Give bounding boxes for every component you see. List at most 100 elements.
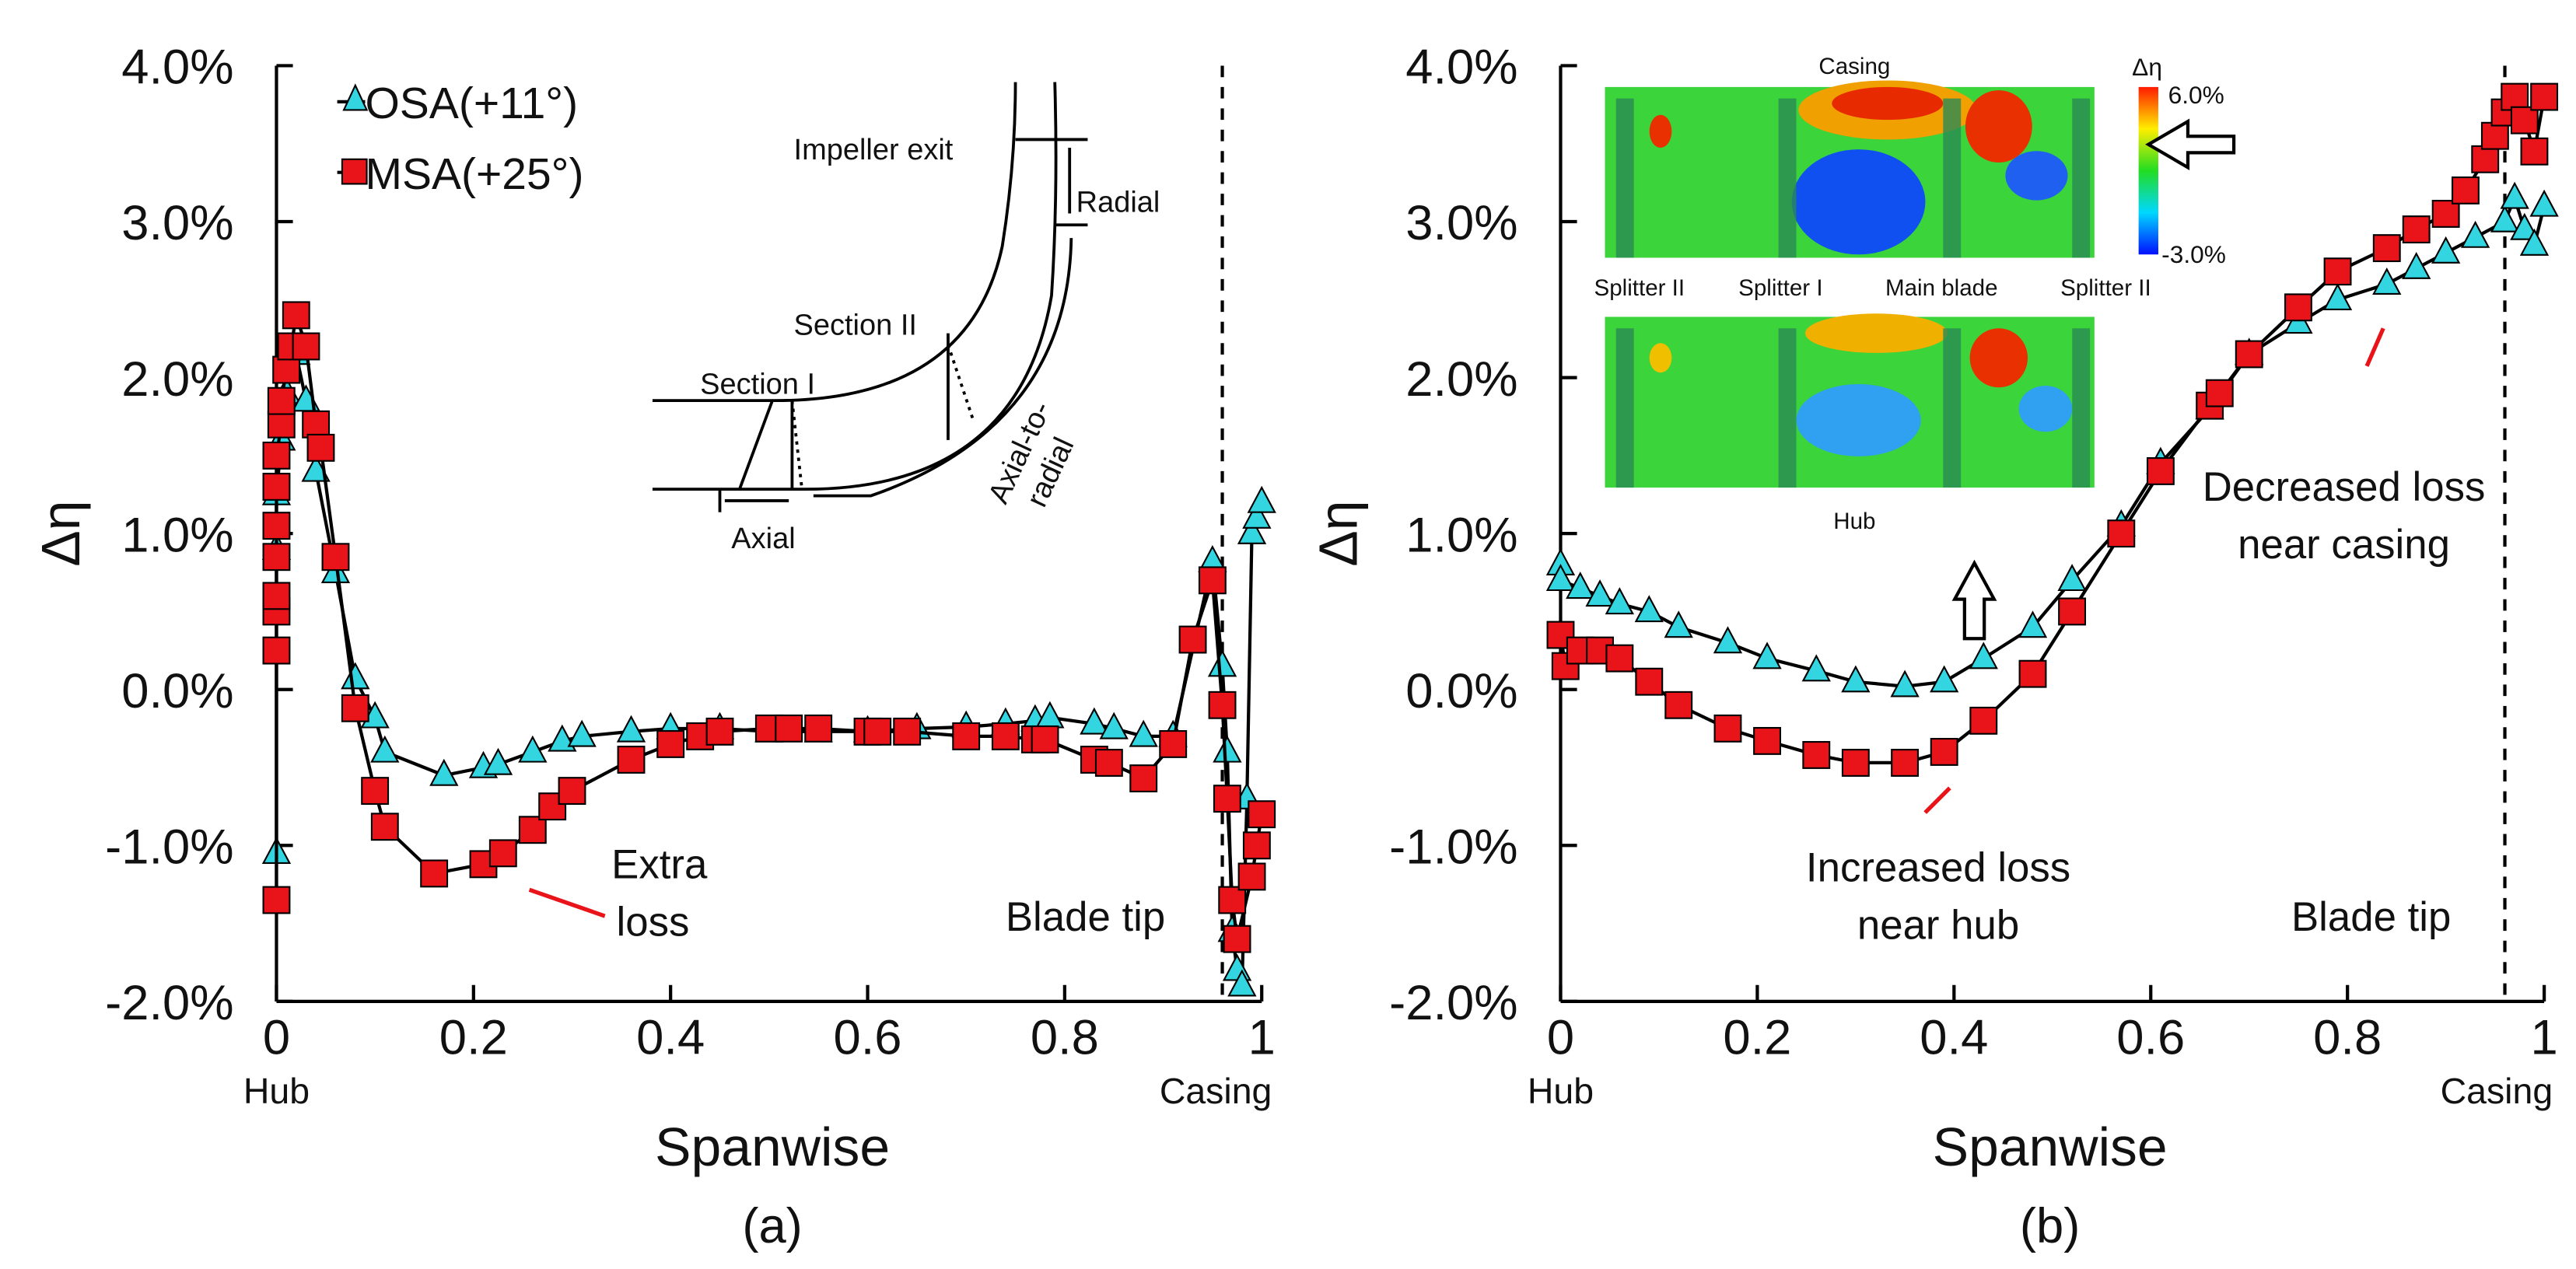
data-point: [2402, 251, 2431, 279]
arrow-up-icon: [1951, 559, 1997, 641]
data-point: [2235, 340, 2263, 369]
extra-loss-arrow-icon: [528, 887, 606, 918]
data-point: [321, 543, 350, 572]
data-point: [616, 715, 646, 743]
panel-label: (a): [742, 1199, 802, 1253]
annotation-extra-loss-2: loss: [616, 899, 689, 945]
data-point: [1213, 785, 1241, 813]
data-point: [1129, 764, 1158, 792]
axes-a: -2.0% -1.0% 0.0% 1.0% 2.0% 3.0% 4.0% 0 0.2 0.4 0.6…: [105, 40, 1276, 1065]
data-point: [1801, 654, 1831, 682]
data-point: [1242, 831, 1271, 860]
annotation-increased-loss-2: near hub: [1857, 903, 2019, 949]
data-point: [1635, 667, 1664, 696]
data-point: [1891, 749, 1920, 777]
data-point: [488, 839, 517, 868]
data-point: [361, 777, 390, 806]
y-tick-label: 0.0%: [1405, 664, 1517, 718]
data-point: [705, 717, 734, 746]
data-point: [1969, 706, 1998, 735]
x-tick-label: 0.6: [2116, 1010, 2185, 1064]
y-tick-label: 2.0%: [121, 352, 233, 407]
data-point: [370, 735, 400, 763]
data-point: [1094, 749, 1123, 777]
data-point: [775, 714, 803, 743]
data-point: [1222, 953, 1252, 981]
data-point: [2107, 519, 2136, 548]
data-point: [1545, 564, 1576, 592]
data-point: [262, 582, 291, 610]
data-point: [370, 813, 399, 841]
data-point: [1605, 587, 1634, 615]
data-point: [2372, 267, 2402, 295]
x-tick-label: 0.8: [2313, 1010, 2382, 1064]
data-point: [282, 301, 310, 330]
y-tick-label: 0.0%: [121, 664, 233, 718]
series-line: [275, 353, 1264, 987]
series-a: [261, 301, 1276, 997]
colorbar-max: 6.0%: [2168, 81, 2224, 109]
data-point: [2460, 220, 2490, 248]
data-point: [1664, 690, 1693, 719]
data-point: [262, 636, 291, 665]
data-point: [1208, 690, 1237, 719]
data-point: [2471, 145, 2500, 173]
data-point: [2431, 200, 2460, 228]
y-tick-label: 4.0%: [121, 40, 233, 95]
y-tick-label: -1.0%: [1389, 820, 1517, 875]
data-point: [2018, 659, 2047, 688]
data-point: [952, 722, 981, 750]
data-point: [1634, 595, 1664, 623]
data-point: [1031, 725, 1059, 753]
legend-entry-msa: MSA(+25°): [337, 149, 583, 199]
series-b: [1545, 82, 2559, 777]
data-point: [262, 441, 291, 470]
inset-label-section-ii: Section II: [794, 309, 917, 342]
colorbar-title: Δη: [2132, 53, 2162, 81]
data-point: [558, 777, 586, 806]
inset-label-impeller-exit: Impeller exit: [794, 134, 954, 166]
x-tick-label: 0: [263, 1010, 290, 1064]
colorbar: [2138, 86, 2158, 255]
annotation-increased-loss-1: Increased loss: [1806, 845, 2070, 891]
data-point: [1841, 749, 1870, 777]
series-square: [1546, 82, 2559, 777]
data-point: [1237, 862, 1266, 891]
data-point: [1248, 800, 1276, 829]
axes-b: -2.0% -1.0% 0.0% 1.0% 2.0% 3.0% 4.0% 0 0.2 0.4 0.6…: [1389, 40, 2558, 1065]
y-tick-label: 1.0%: [121, 508, 233, 562]
data-point: [341, 694, 369, 722]
y-tick-label: 3.0%: [1405, 196, 1517, 250]
data-point: [1890, 669, 1920, 697]
legend-label: OSA(+11°): [365, 79, 578, 128]
data-point: [863, 717, 892, 746]
data-point: [1237, 516, 1267, 544]
data-point: [1585, 579, 1615, 607]
data-point: [1802, 741, 1831, 769]
contour-map-hub: [1605, 313, 2095, 488]
data-point: [1930, 665, 1959, 693]
data-point: [567, 719, 597, 747]
data-point: [292, 332, 320, 361]
data-point: [1159, 729, 1188, 758]
inset-label-hub: Hub: [1833, 509, 1875, 534]
blade-tip-label: Blade tip: [1006, 894, 1165, 940]
data-point: [1198, 566, 1227, 595]
data-point: [1207, 649, 1237, 677]
annotation-decreased-loss-2: near casing: [2238, 522, 2450, 568]
blade-tip-marker-a: Blade tip: [1006, 65, 1224, 1002]
legend: OSA(+11°) MSA(+25°): [337, 79, 583, 199]
data-point: [991, 722, 1020, 750]
annotation-decreased-loss-1: Decreased loss: [2203, 464, 2486, 510]
data-point: [262, 886, 291, 914]
data-point: [306, 433, 335, 462]
triangle-marker-icon: [342, 83, 369, 111]
data-point: [2501, 82, 2529, 111]
increased-loss-arrow-icon: [1923, 786, 1951, 814]
data-point: [1223, 925, 1251, 953]
data-point: [2500, 181, 2529, 209]
inset-label-radial: Radial: [1076, 186, 1160, 218]
data-point: [1969, 641, 1998, 669]
data-point: [2018, 610, 2048, 638]
